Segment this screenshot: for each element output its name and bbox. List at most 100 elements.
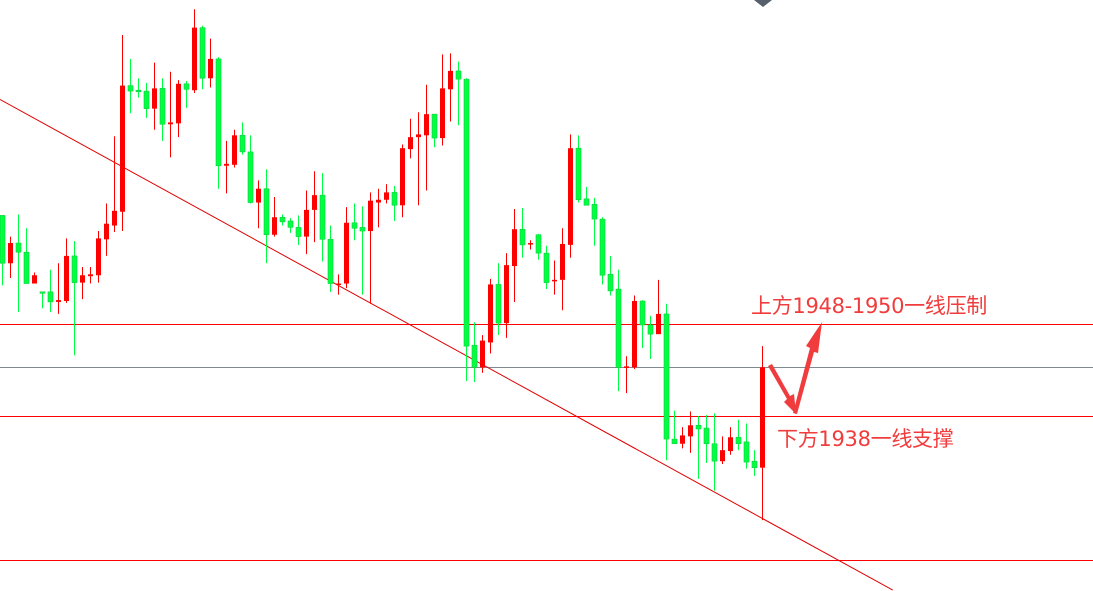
candle-down [695, 416, 702, 479]
candle-body [112, 210, 117, 226]
candle-body [751, 460, 758, 468]
candle-down [463, 78, 470, 382]
candle-up [488, 278, 493, 354]
candle-down [615, 269, 622, 392]
candle-body [583, 198, 590, 206]
candle-up [88, 266, 93, 284]
candle-body [135, 89, 142, 93]
candle-body [615, 288, 622, 368]
candle-body [359, 227, 366, 232]
candle-body [431, 113, 438, 139]
candle-body [247, 151, 254, 203]
candle-down [535, 233, 542, 260]
candle-up [368, 192, 373, 304]
candle-up [728, 427, 733, 455]
candle-up [256, 180, 261, 229]
candle-up [560, 228, 565, 311]
candle-down [455, 61, 462, 126]
candle-body [384, 192, 389, 200]
candle-up [376, 188, 381, 228]
candle-down [287, 218, 294, 233]
candle-body [575, 147, 582, 201]
candle-body [104, 223, 109, 240]
candle-down [431, 113, 438, 148]
candle-down [671, 410, 678, 445]
candle-up [304, 190, 309, 255]
candle-down [159, 78, 166, 141]
candle-down [247, 135, 254, 204]
candle-body [471, 344, 478, 368]
candle-body [760, 367, 765, 468]
candle-body [47, 291, 54, 303]
candle-up [512, 208, 517, 302]
candle-up [96, 231, 101, 283]
resistance-annotation: 上方1948-1950一线压制 [751, 294, 987, 318]
candle-down [143, 82, 150, 118]
arrow-up-icon [793, 322, 822, 414]
candle-body [535, 234, 542, 254]
candle-down [39, 291, 46, 309]
candle-body [552, 279, 557, 282]
arrow-down-icon [768, 364, 796, 414]
candle-up [624, 356, 629, 394]
candle-body [512, 229, 517, 267]
candle-body [400, 148, 405, 206]
candle-down [607, 255, 614, 296]
annotation-arrows [768, 322, 822, 414]
candle-body [528, 243, 533, 245]
candle-body [703, 427, 710, 445]
candle-body [647, 324, 654, 335]
candle-up [528, 240, 533, 250]
candle-up [192, 9, 197, 93]
candle-body [728, 437, 733, 452]
candle-body [455, 70, 462, 80]
candle-down [735, 419, 742, 451]
candle-body [671, 438, 678, 445]
candle-up [8, 236, 13, 279]
candle-body [463, 78, 470, 347]
candle-body [127, 85, 134, 92]
candle-up [56, 263, 61, 314]
candle-up [208, 38, 213, 88]
candle-body [256, 188, 261, 203]
price-marker-icon [754, 0, 772, 7]
candle-body [64, 255, 69, 302]
candle-up [120, 34, 125, 232]
candle-body [495, 284, 502, 324]
candle-up [688, 411, 693, 453]
candle-body [440, 88, 445, 139]
candle-down [263, 169, 270, 264]
candle-body [391, 192, 398, 206]
candle-body [39, 291, 46, 294]
candle-up [112, 136, 117, 232]
candles [0, 9, 765, 521]
candle-up [384, 184, 389, 204]
candle-body [71, 255, 78, 283]
candle-up [32, 272, 37, 284]
candle-up [272, 197, 277, 237]
candle-down [519, 208, 526, 258]
candle-body [215, 58, 222, 167]
candle-down [391, 185, 398, 221]
candle-body [680, 435, 685, 444]
candle-body [56, 300, 61, 302]
candle-body [96, 238, 101, 276]
candle-body [192, 27, 197, 91]
candle-up [168, 71, 173, 158]
candle-body [607, 274, 614, 292]
candle-body [159, 88, 166, 125]
candle-body [519, 228, 526, 246]
candle-body [176, 83, 181, 124]
candle-body [743, 441, 750, 463]
trendline [0, 98, 893, 591]
candle-down [295, 215, 302, 245]
candle-body [287, 220, 294, 228]
candle-up [400, 144, 405, 218]
candle-down [135, 78, 142, 98]
candle-body [735, 436, 742, 445]
candle-body [639, 300, 646, 326]
candle-body [88, 274, 93, 277]
candle-down [199, 25, 206, 90]
candle-up [448, 53, 453, 122]
horizontal-levels [0, 324, 1093, 561]
